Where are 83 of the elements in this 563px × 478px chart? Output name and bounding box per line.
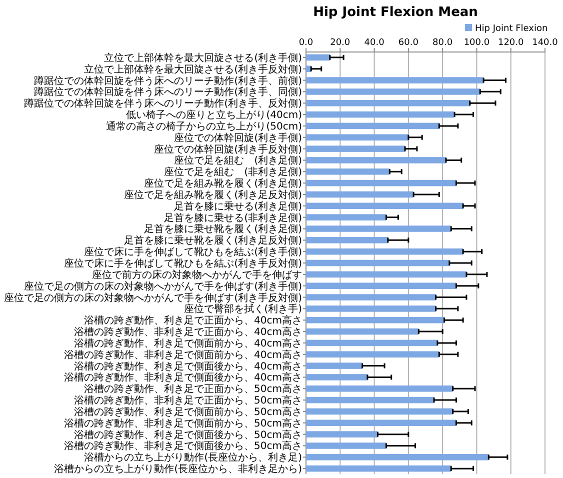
bar [306,351,440,358]
bar [306,260,450,266]
y-tick-label: 座位で足の側方の床の対象物へかがんで手を伸ばす(利き手側) [24,280,302,292]
y-tick-label: 足首を膝に乗せる(利き足側) [174,200,302,212]
x-tick-label: 40.0 [364,38,385,48]
bar [306,408,453,415]
bar [306,122,440,130]
y-tick-label: 浴槽の跨ぎ動作、非利き足で側面後から、50cm高さ [64,440,302,452]
y-tick-label: 足首を膝に乗せる(非利き足側) [164,212,302,224]
x-tick-label: 20.0 [330,38,350,48]
bar [306,180,456,186]
y-tick-label: 座位で足を組み靴を履く(利き足反対側) [124,188,302,201]
y-tick-label: 座位で臀部を拭く(利き手) [184,303,302,316]
y-tick-label: 座位で足を組み靴を履く(利き足側) [144,178,302,190]
y-tick-label: 浴槽の跨ぎ動作、利き足で正面から、50cm高さ [84,383,302,396]
y-tick-label: 通常の高さの椅子からの立ち上がり(50cm) [106,120,302,132]
bar [306,271,466,278]
y-tick-label: 座位で床に手を伸ばして靴ひもを結ぶ(利き手側) [84,246,302,258]
bar [306,374,368,380]
y-tick-label: 座位で前方の床の対象物へかがんで手を伸ばす [92,268,302,281]
x-tick-label: 100.0 [464,38,490,48]
bar [306,340,438,346]
y-tick-label: 浴槽の跨ぎ動作、利き足で正面から、40cm高さ [84,314,302,327]
y-tick-label: 座位での体幹回旋(利き手側) [174,132,302,144]
bar [306,385,453,392]
x-tick-label: 120.0 [498,38,524,48]
bar [306,454,489,460]
y-tick-label: 座位で足を組む (非利き足側) [164,166,302,178]
y-tick-label: 浴槽の跨ぎ動作、利き足で側面後から、50cm高さ [74,428,302,441]
chart-title: Hip Joint Flexion Mean [313,5,478,20]
y-tick-label: 座位で床に手を伸ばして靴ひもを結ぶ(利き手反対側) [64,258,302,270]
bar [306,316,444,324]
y-tick-label: 蹲踞位での体幹回旋を伴う床へのリーチ動作(利き手、反対側) [24,98,302,110]
y-tick-label: 浴槽の跨ぎ動作、非利き足で側面前から、50cm高さ [64,417,302,430]
bar [306,100,470,106]
bar [306,237,388,244]
bar [306,191,414,198]
y-tick-label: 立位で上部体幹を最大回旋させる(利き手反対側) [84,63,302,76]
bar [306,362,362,369]
bar [306,226,452,232]
bar [306,157,446,164]
y-tick-label: 座位で足を組む (利き足側) [174,154,302,167]
bar [306,294,436,300]
y-tick-label: 蹲踞位での体幹回旋を伴う床へのリーチ動作(利き手、前側) [34,74,302,87]
bar [306,111,455,118]
y-tick-label: 立位で上部体幹を最大回旋させる(利き手側) [104,52,302,64]
bar [306,431,378,438]
y-tick-label: 蹲踞位での体幹回旋を伴う床へのリーチ動作(利き手、同側) [34,86,302,98]
y-tick-label: 浴槽からの立ち上がり動作(長座位から、利き足) [84,452,302,464]
bar [306,328,419,335]
bar [306,202,464,210]
y-tick-label: 座位で足の側方の床の対象物へかがんで手を伸ばす(利き手反対側) [4,292,302,304]
bar [306,248,464,255]
bar [306,77,484,84]
x-tick-label: 140.0 [532,38,558,48]
x-tick-label: 0.0 [298,38,314,48]
bar [306,396,434,404]
bar [306,146,406,152]
legend-label: Hip Joint Flexion [475,24,548,34]
bar [306,306,436,312]
bar [306,54,330,61]
y-tick-label: 浴槽からの立ち上がり動作(長座位から、非利き足から) [54,463,302,476]
y-tick-label: 浴槽の跨ぎ動作、非利き足で正面から、50cm高さ [74,394,302,407]
y-tick-label: 浴槽の跨ぎ動作、非利き足で正面から、40cm高さ [74,326,302,338]
bar [306,282,456,289]
bar [306,88,480,95]
y-tick-label: 浴槽の跨ぎ動作、非利き足で側面前から、40cm高さ [64,348,302,361]
bar [306,168,390,175]
bar [306,134,408,141]
x-tick-label: 60.0 [398,38,419,48]
y-tick-label: 浴槽の跨ぎ動作、利き足で側面後から、40cm高さ [74,360,302,372]
bar [306,442,386,449]
bar [306,465,452,472]
x-tick-label: 80.0 [432,38,453,48]
y-tick-label: 浴槽の跨ぎ動作、利き足で側面前から、40cm高さ [74,337,302,350]
y-tick-label: 足首を膝に乗せ靴を履く(利き足反対側) [124,234,302,247]
bar [306,214,386,220]
bar [306,420,456,426]
y-tick-label: 浴槽の跨ぎ動作、利き足で側面前から、50cm高さ [74,406,302,418]
y-tick-label: 座位での体幹回旋(利き手反対側) [154,143,302,156]
y-tick-label: 足首を膝に乗せ靴を履く(利き足側) [144,223,302,236]
y-tick-label: 低い椅子への座りと立ち上がり(40cm) [126,109,302,122]
y-tick-label: 浴槽の跨ぎ動作、非利き足で側面後から、40cm高さ [64,372,302,384]
